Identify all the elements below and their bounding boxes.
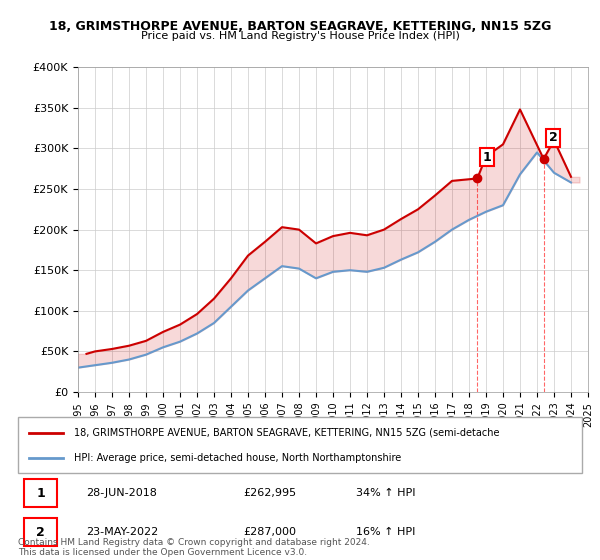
Text: 18, GRIMSTHORPE AVENUE, BARTON SEAGRAVE, KETTERING, NN15 5ZG (semi-detache: 18, GRIMSTHORPE AVENUE, BARTON SEAGRAVE,… [74, 428, 500, 438]
Text: 28-JUN-2018: 28-JUN-2018 [86, 488, 157, 498]
Text: HPI: Average price, semi-detached house, North Northamptonshire: HPI: Average price, semi-detached house,… [74, 452, 401, 463]
Text: £262,995: £262,995 [244, 488, 297, 498]
Text: 34% ↑ HPI: 34% ↑ HPI [356, 488, 416, 498]
Text: Contains HM Land Registry data © Crown copyright and database right 2024.
This d: Contains HM Land Registry data © Crown c… [18, 538, 370, 557]
Text: Price paid vs. HM Land Registry's House Price Index (HPI): Price paid vs. HM Land Registry's House … [140, 31, 460, 41]
Text: £287,000: £287,000 [244, 527, 296, 537]
Text: 18, GRIMSTHORPE AVENUE, BARTON SEAGRAVE, KETTERING, NN15 5ZG: 18, GRIMSTHORPE AVENUE, BARTON SEAGRAVE,… [49, 20, 551, 32]
Text: 2: 2 [549, 131, 557, 144]
FancyBboxPatch shape [23, 518, 58, 547]
Text: 2: 2 [36, 526, 45, 539]
Text: 23-MAY-2022: 23-MAY-2022 [86, 527, 158, 537]
Text: 1: 1 [482, 151, 491, 164]
Text: 1: 1 [36, 487, 45, 500]
FancyBboxPatch shape [18, 417, 582, 473]
Text: 16% ↑ HPI: 16% ↑ HPI [356, 527, 416, 537]
FancyBboxPatch shape [23, 479, 58, 507]
